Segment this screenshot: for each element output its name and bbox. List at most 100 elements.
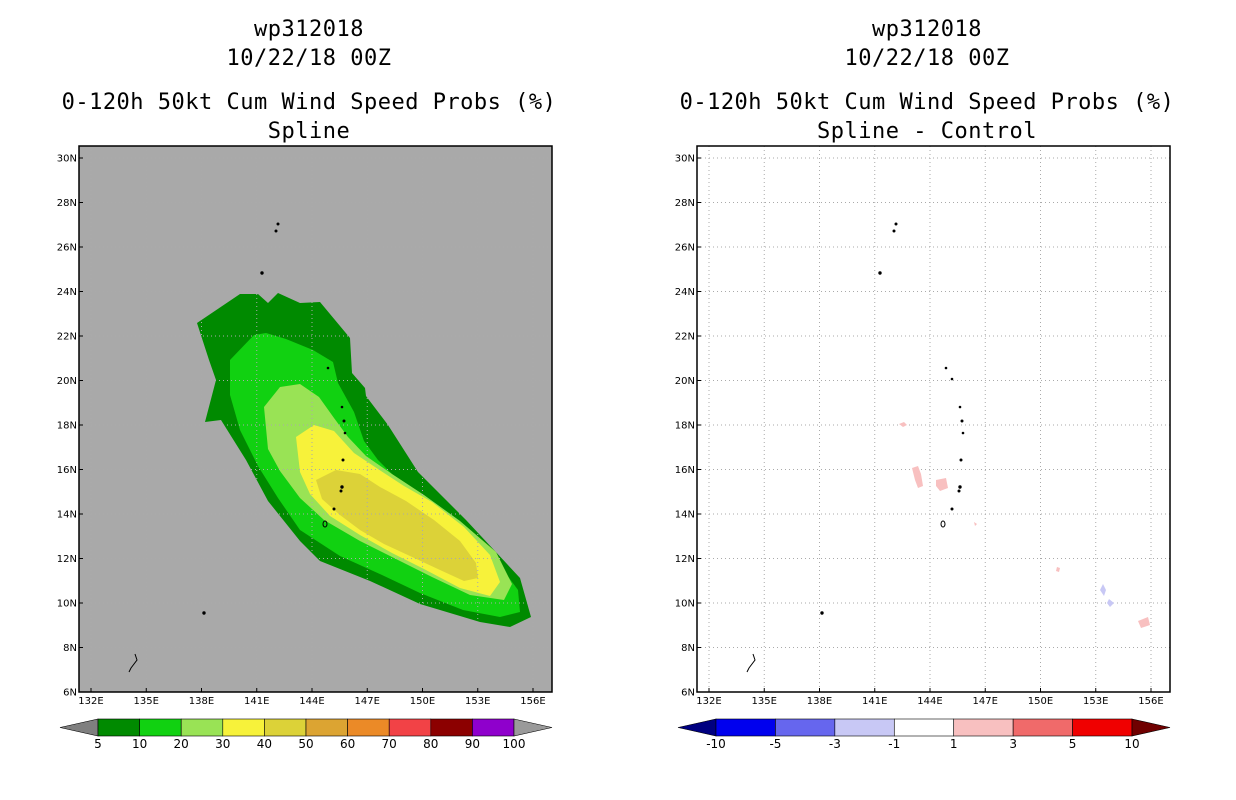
colorbar-label: 40 xyxy=(257,737,272,751)
positive-blob xyxy=(936,478,948,491)
colorbar-segment xyxy=(97,718,140,737)
colorbar-segment xyxy=(347,718,390,737)
lat-tick-label: 26N xyxy=(675,243,695,254)
lat-tick-label: 24N xyxy=(57,287,77,298)
colorbar: -10 -5 -3 -1 1 3 5 10 xyxy=(677,718,1171,751)
map-frame xyxy=(78,145,553,693)
colorbar-segment xyxy=(430,718,473,737)
colorbar: 5 10 20 30 40 50 60 70 80 90 100 xyxy=(59,718,553,751)
lon-tick-label: 156E xyxy=(1138,696,1163,707)
colorbar-segment xyxy=(139,718,182,737)
negative-blob xyxy=(1100,584,1106,596)
lon-tick-label: 144E xyxy=(917,696,942,707)
lat-tick-label: 26N xyxy=(57,243,77,254)
lon-tick-label: 141E xyxy=(244,696,269,707)
colorbar-label: 90 xyxy=(465,737,480,751)
colorbar-high-extension xyxy=(1131,718,1171,737)
positive-blob xyxy=(899,422,907,427)
colorbar-label: 80 xyxy=(423,737,438,751)
panel-subtitle: Spline xyxy=(267,119,351,144)
colorbar-label: 20 xyxy=(174,737,189,751)
lat-tick-label: 6N xyxy=(681,688,695,699)
datetime: 10/22/18 00Z xyxy=(844,46,1010,71)
colorbar-segment xyxy=(264,718,307,737)
lat-tick-label: 16N xyxy=(675,465,695,476)
lat-tick-label: 30N xyxy=(675,154,695,165)
lat-tick-label: 14N xyxy=(57,510,77,521)
positive-blob xyxy=(1138,617,1150,628)
lat-tick-label: 22N xyxy=(675,332,695,343)
colorbar-label: 30 xyxy=(215,737,230,751)
probability-map: 132E 135E 138E 141E 144E 147E 150E 153E 156E 30N… xyxy=(57,145,553,751)
lon-tick-label: 138E xyxy=(189,696,214,707)
colorbar-segment xyxy=(180,718,224,737)
lat-tick-label: 20N xyxy=(675,376,695,387)
lon-tick-label: 141E xyxy=(862,696,887,707)
map-background xyxy=(697,146,1170,692)
colorbar-label: 5 xyxy=(94,737,102,751)
panel-spline-minus-control: wp312018 10/22/18 00Z 0-120h 50kt Cum Wi… xyxy=(618,0,1236,800)
colorbar-label: -10 xyxy=(706,737,726,751)
colorbar-label: -5 xyxy=(769,737,781,751)
lon-tick-label: 153E xyxy=(465,696,490,707)
colorbar-segment xyxy=(222,718,265,737)
islands xyxy=(746,222,965,673)
lon-tick-labels: 132E 135E 138E 141E 144E 147E 150E 153E 156E xyxy=(696,688,1164,707)
lon-tick-label: 138E xyxy=(807,696,832,707)
lon-tick-label: 156E xyxy=(520,696,545,707)
panel-subtitle: Spline - Control xyxy=(817,119,1037,144)
panel-spline: wp312018 10/22/18 00Z 0-120h 50kt Cum Wi… xyxy=(57,17,557,751)
lat-tick-label: 14N xyxy=(675,510,695,521)
colorbar-label: 50 xyxy=(298,737,313,751)
storm-id: wp312018 xyxy=(254,17,364,42)
lat-tick-label: 24N xyxy=(675,287,695,298)
positive-blob xyxy=(912,466,923,488)
colorbar-label: 5 xyxy=(1069,737,1077,751)
lat-tick-label: 12N xyxy=(675,554,695,565)
lat-tick-label: 10N xyxy=(675,599,695,610)
colorbar-segment xyxy=(305,718,348,737)
lat-tick-label: 28N xyxy=(57,198,77,209)
map-frame xyxy=(696,145,1171,693)
lat-tick-label: 18N xyxy=(57,421,77,432)
colorbar-label: 1 xyxy=(950,737,958,751)
colorbar-label: -3 xyxy=(829,737,841,751)
lat-tick-labels: 30N 28N 26N 24N 22N 20N 18N 16N 14N 12N 10N 8N 6N xyxy=(57,154,83,699)
datetime: 10/22/18 00Z xyxy=(226,46,392,71)
colorbar-low-extension xyxy=(677,718,717,737)
colorbar-segment xyxy=(715,718,776,737)
negative-blob xyxy=(1107,599,1114,607)
positive-blob xyxy=(974,522,977,526)
product-title: 0-120h 50kt Cum Wind Speed Probs (%) xyxy=(679,90,1175,115)
lon-tick-label: 144E xyxy=(299,696,324,707)
difference-contours xyxy=(899,422,1150,628)
lat-tick-label: 30N xyxy=(57,154,77,165)
difference-map: 132E 135E 138E 141E 144E 147E 150E 153E 156E 30N… xyxy=(675,145,1171,751)
contour-40 xyxy=(316,470,478,581)
colorbar-label: -1 xyxy=(888,737,900,751)
colorbar-segment xyxy=(1072,718,1133,737)
colorbar-low-extension xyxy=(59,718,99,737)
positive-blob xyxy=(1056,567,1060,572)
colorbar-segment xyxy=(1012,718,1073,737)
colorbar-segment xyxy=(472,718,515,737)
lat-tick-label: 12N xyxy=(57,554,77,565)
lat-tick-labels: 30N 28N 26N 24N 22N 20N 18N 16N 14N 12N 10N 8N 6N xyxy=(675,154,701,699)
lon-tick-labels: 132E 135E 138E 141E 144E 147E 150E 153E 156E xyxy=(78,688,546,707)
lat-tick-label: 8N xyxy=(681,643,695,654)
colorbar-segment xyxy=(953,718,1014,737)
colorbar-segment xyxy=(834,718,895,737)
lon-tick-label: 150E xyxy=(410,696,435,707)
colorbar-segment xyxy=(775,718,836,737)
lon-tick-label: 135E xyxy=(134,696,159,707)
colorbar-label: 70 xyxy=(382,737,397,751)
lat-tick-label: 16N xyxy=(57,465,77,476)
lon-tick-label: 135E xyxy=(752,696,777,707)
lon-tick-label: 132E xyxy=(696,696,721,707)
product-title: 0-120h 50kt Cum Wind Speed Probs (%) xyxy=(61,90,557,115)
lat-tick-label: 6N xyxy=(63,688,77,699)
colorbar-label: 10 xyxy=(1124,737,1139,751)
grid-lines xyxy=(697,146,1170,693)
colorbar-label: 60 xyxy=(340,737,355,751)
lat-tick-label: 20N xyxy=(57,376,77,387)
